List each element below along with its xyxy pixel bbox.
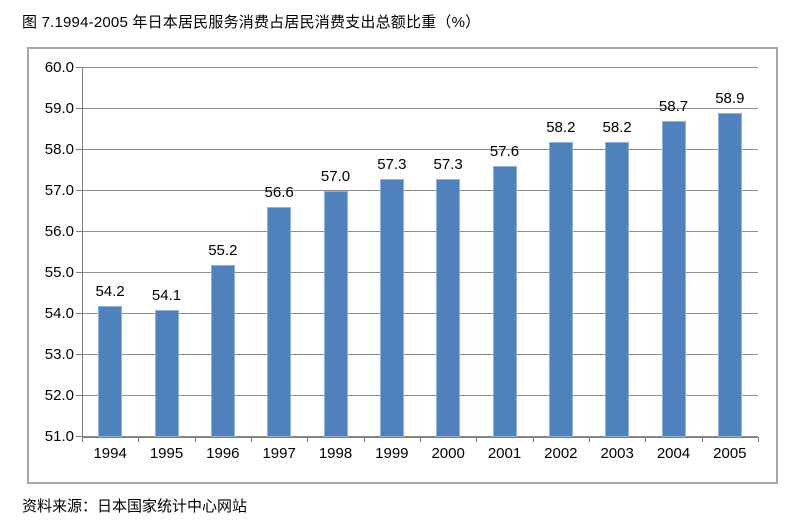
gridline [82,108,758,110]
gridline [82,313,758,315]
bar-value-label: 58.7 [658,98,689,115]
y-axis-tick-label: 55.0 [44,264,74,281]
bar [210,265,235,437]
x-axis-tick [589,437,590,442]
x-axis-tick [645,437,647,442]
y-axis-tick-label: 59.0 [44,100,74,117]
bar [436,179,461,437]
x-axis-tick-label: 2004 [656,445,691,462]
gridline [82,231,758,233]
y-axis-tick-label: 51.0 [44,428,74,445]
x-axis-tick [194,437,196,442]
bar-value-label: 57.6 [489,143,520,160]
plot-area [82,67,758,438]
bar-value-label: 57.3 [377,156,407,173]
x-axis-tick-label: 1998 [318,445,353,462]
x-axis-tick-label: 1997 [262,445,296,462]
gridline [82,149,758,151]
y-axis-tick [76,231,82,233]
bar-value-label: 57.3 [433,156,463,173]
gridline [82,436,758,438]
y-axis-tick-label: 53.0 [44,346,74,363]
y-axis-tick [76,272,82,274]
y-axis-tick-label: 57.0 [44,182,74,199]
gridline [82,67,758,69]
bar [717,113,742,437]
bar-value-label: 55.2 [208,242,238,259]
y-axis-tick [76,190,82,192]
gridline [82,272,758,274]
bar-value-label: 58.2 [602,119,632,136]
bar [605,142,630,437]
bar [661,121,686,437]
gridline [82,395,758,397]
y-axis-tick [76,67,82,69]
y-axis-tick-label: 54.0 [44,305,74,322]
bar-value-label: 57.0 [320,168,351,185]
x-axis-tick [420,437,421,442]
y-axis-tick [76,313,82,315]
x-axis-tick [82,437,83,442]
gridline [82,190,758,192]
y-axis-tick-label: 56.0 [44,223,74,240]
x-axis-tick [476,437,478,442]
y-axis-tick [76,149,82,151]
x-axis-tick-label: 2000 [431,445,465,462]
chart-title: 图 7.1994-2005 年日本居民服务消费占居民消费支出总额比重（%） [22,14,481,31]
bar-value-label: 56.6 [264,184,294,201]
x-axis-tick [363,437,365,442]
x-axis-tick [307,437,309,442]
x-axis-tick-label: 2002 [544,445,578,462]
x-axis-tick-label: 1994 [93,445,127,462]
x-axis-tick [251,437,252,442]
bar [267,207,292,437]
bar [379,179,404,437]
x-axis-tick-label: 1999 [375,445,409,462]
bar [548,142,573,437]
gridline [82,354,758,356]
y-axis-line [82,68,83,438]
x-axis-tick [701,437,703,442]
y-axis-tick [76,436,82,438]
bar [154,310,179,437]
bar-value-label: 54.1 [151,287,182,304]
y-axis-tick [76,108,82,110]
bar-value-label: 58.9 [715,90,745,107]
x-axis-tick-label: 2003 [600,445,634,462]
y-axis-tick-label: 52.0 [44,387,74,404]
y-axis-tick [76,395,82,397]
source-note: 资料来源：日本国家统计中心网站 [22,498,248,515]
x-axis-tick-label: 2005 [713,445,747,462]
y-axis-tick-label: 60.0 [44,59,74,76]
x-axis-tick-label: 1995 [149,445,184,462]
x-axis-tick-label: 2001 [487,445,522,462]
y-axis-tick [76,354,82,356]
x-axis-tick [758,437,759,442]
bar [492,166,517,437]
bar-value-label: 54.2 [95,283,125,300]
x-axis-tick [138,437,140,442]
x-axis-tick-label: 1996 [206,445,240,462]
bar-value-label: 58.2 [546,119,576,136]
bar [98,306,123,437]
x-axis-tick [532,437,534,442]
bar [323,191,348,437]
y-axis-tick-label: 58.0 [44,141,74,158]
